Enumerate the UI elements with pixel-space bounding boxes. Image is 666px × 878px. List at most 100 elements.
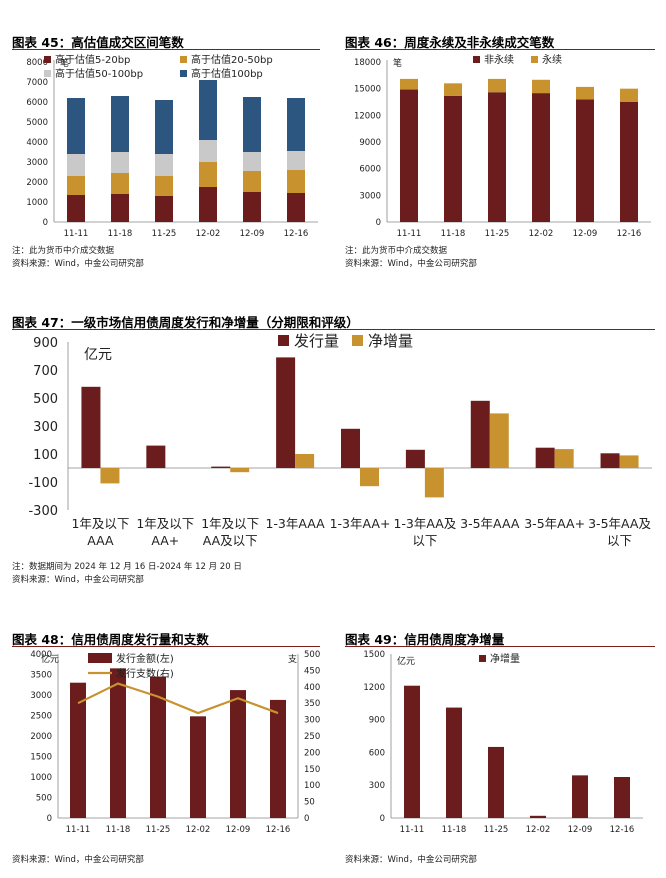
bar-净增量 xyxy=(489,413,509,468)
fig45-source: 资料来源：Wind，中金公司研究部 xyxy=(12,259,144,269)
y-tick-label: 1200 xyxy=(363,683,385,693)
y2-tick-label: 0 xyxy=(304,814,309,824)
legend-swatch xyxy=(44,56,51,63)
legend-label: 高于估值20-50bp xyxy=(191,53,273,66)
bar-非永续 xyxy=(532,93,550,222)
x-tick-label: 12-02 xyxy=(186,825,211,835)
left-unit-label: 亿元 xyxy=(41,653,59,665)
bar-高于估值20-50bp xyxy=(67,176,85,195)
bar-高于估值20-50bp xyxy=(199,162,217,187)
x-tick-label: 1-3年AA及 xyxy=(393,516,456,531)
legend-label: 净增量 xyxy=(490,652,520,665)
bar-永续 xyxy=(444,83,462,96)
bar-高于估值20-50bp xyxy=(287,170,305,193)
y-tick-label: 6000 xyxy=(26,98,48,108)
x-tick-label: 11-25 xyxy=(485,229,510,239)
legend-label: 高于估值50-100bp xyxy=(55,67,143,80)
x-tick-label: 11-25 xyxy=(152,229,177,239)
fig45-note: 注：此为货币中介成交数据 xyxy=(12,246,115,256)
bar-发行量 xyxy=(535,447,555,468)
bar-净增量 xyxy=(230,468,250,473)
x-tick-label: 3-5年AA及 xyxy=(588,516,651,531)
x-tick-label: 1年及以下 xyxy=(201,516,259,531)
x-tick-label: 以下 xyxy=(607,533,632,548)
fig47-source: 资料来源：Wind，中金公司研究部 xyxy=(12,575,144,585)
legend-label: 非永续 xyxy=(484,53,514,66)
x-tick-label: 以下 xyxy=(412,533,437,548)
bar-净增量 xyxy=(360,468,379,487)
fig47-rule xyxy=(12,329,655,330)
y-tick-label: 700 xyxy=(33,364,58,379)
x-tick-label: 12-09 xyxy=(568,825,593,835)
legend-swatch xyxy=(352,335,363,346)
bar-高于估值5-20bp xyxy=(287,193,305,222)
x-tick-label: 12-16 xyxy=(610,825,635,835)
y-tick-label: 300 xyxy=(369,781,385,791)
fig48-rule xyxy=(12,646,320,647)
fig49-source: 资料来源：Wind，中金公司研究部 xyxy=(345,855,477,865)
bar-发行量 xyxy=(600,453,620,468)
y-tick-label: 1000 xyxy=(30,773,52,783)
y-tick-label: 7000 xyxy=(26,78,48,88)
x-tick-label: AA及以下 xyxy=(203,533,258,548)
y-tick-label: 0 xyxy=(47,814,52,824)
y-tick-label: 2000 xyxy=(30,732,52,742)
y2-tick-label: 250 xyxy=(304,732,320,742)
legend-swatch xyxy=(180,56,187,63)
x-tick-label: 11-11 xyxy=(400,825,425,835)
y-tick-label: 3500 xyxy=(30,671,52,681)
unit-label: 笔 xyxy=(60,57,69,69)
y-tick-label: 0 xyxy=(380,814,385,824)
unit-label: 亿元 xyxy=(397,655,415,667)
bar-永续 xyxy=(400,78,418,90)
x-tick-label: 11-25 xyxy=(484,825,509,835)
bar-发行量 xyxy=(276,357,296,468)
unit-label: 笔 xyxy=(393,57,402,69)
bar-非永续 xyxy=(620,102,638,222)
bar-净增量 xyxy=(424,468,444,498)
bar-高于估值50-100bp xyxy=(111,152,129,173)
legend-swatch xyxy=(278,335,289,346)
y-tick-label: 2000 xyxy=(26,178,48,188)
y2-tick-label: 150 xyxy=(304,765,320,775)
bar-高于估值20-50bp xyxy=(155,176,173,196)
x-tick-label: 12-09 xyxy=(240,229,265,239)
x-tick-label: AA+ xyxy=(151,533,179,548)
bar-净增量 xyxy=(554,449,574,468)
y2-tick-label: 300 xyxy=(304,716,320,726)
y-tick-label: 5000 xyxy=(26,118,48,128)
y-tick-label: 18000 xyxy=(354,58,381,68)
x-tick-label: 11-11 xyxy=(66,825,91,835)
y-tick-label: 6000 xyxy=(359,165,381,175)
y-tick-label: 9000 xyxy=(359,138,381,148)
y-tick-label: 4000 xyxy=(26,138,48,148)
y-tick-label: 1500 xyxy=(363,650,385,660)
y-tick-label: 3000 xyxy=(26,158,48,168)
y2-tick-label: 50 xyxy=(304,798,315,808)
fig48-title: 图表 48：信用债周度发行量和支数 xyxy=(12,632,209,647)
legend-label: 发行金额(左) xyxy=(116,652,174,665)
bar-高于估值100bp xyxy=(199,80,217,140)
fig49-chart: 0 300 600 900 1200 1500 亿元 11-11 11-18 11-25 12-02… xyxy=(363,650,643,835)
bar-发行量 xyxy=(146,445,166,468)
fig49-rule xyxy=(345,646,655,647)
fig46-source: 资料来源：Wind，中金公司研究部 xyxy=(345,259,477,269)
bar-净增量 xyxy=(619,455,639,468)
legend-label: 净增量 xyxy=(368,332,413,350)
y-tick-label: 500 xyxy=(33,392,58,407)
x-tick-label: 12-16 xyxy=(266,825,291,835)
fig48-source: 资料来源：Wind，中金公司研究部 xyxy=(12,855,144,865)
bar-发行量 xyxy=(211,466,231,468)
bar-高于估值20-50bp xyxy=(111,173,129,194)
y-tick-label: 15000 xyxy=(354,85,381,95)
bar-高于估值50-100bp xyxy=(67,154,85,176)
x-tick-label: 12-09 xyxy=(573,229,598,239)
legend-swatch xyxy=(473,56,480,63)
x-tick-label: 11-18 xyxy=(441,229,466,239)
y2-tick-label: 350 xyxy=(304,699,320,709)
bar-net-increase xyxy=(572,775,588,818)
y-tick-label: 900 xyxy=(369,716,385,726)
y-tick-label: 4000 xyxy=(30,650,52,660)
x-tick-label: 3-5年AAA xyxy=(460,516,520,531)
bar-高于估值5-20bp xyxy=(243,192,261,222)
